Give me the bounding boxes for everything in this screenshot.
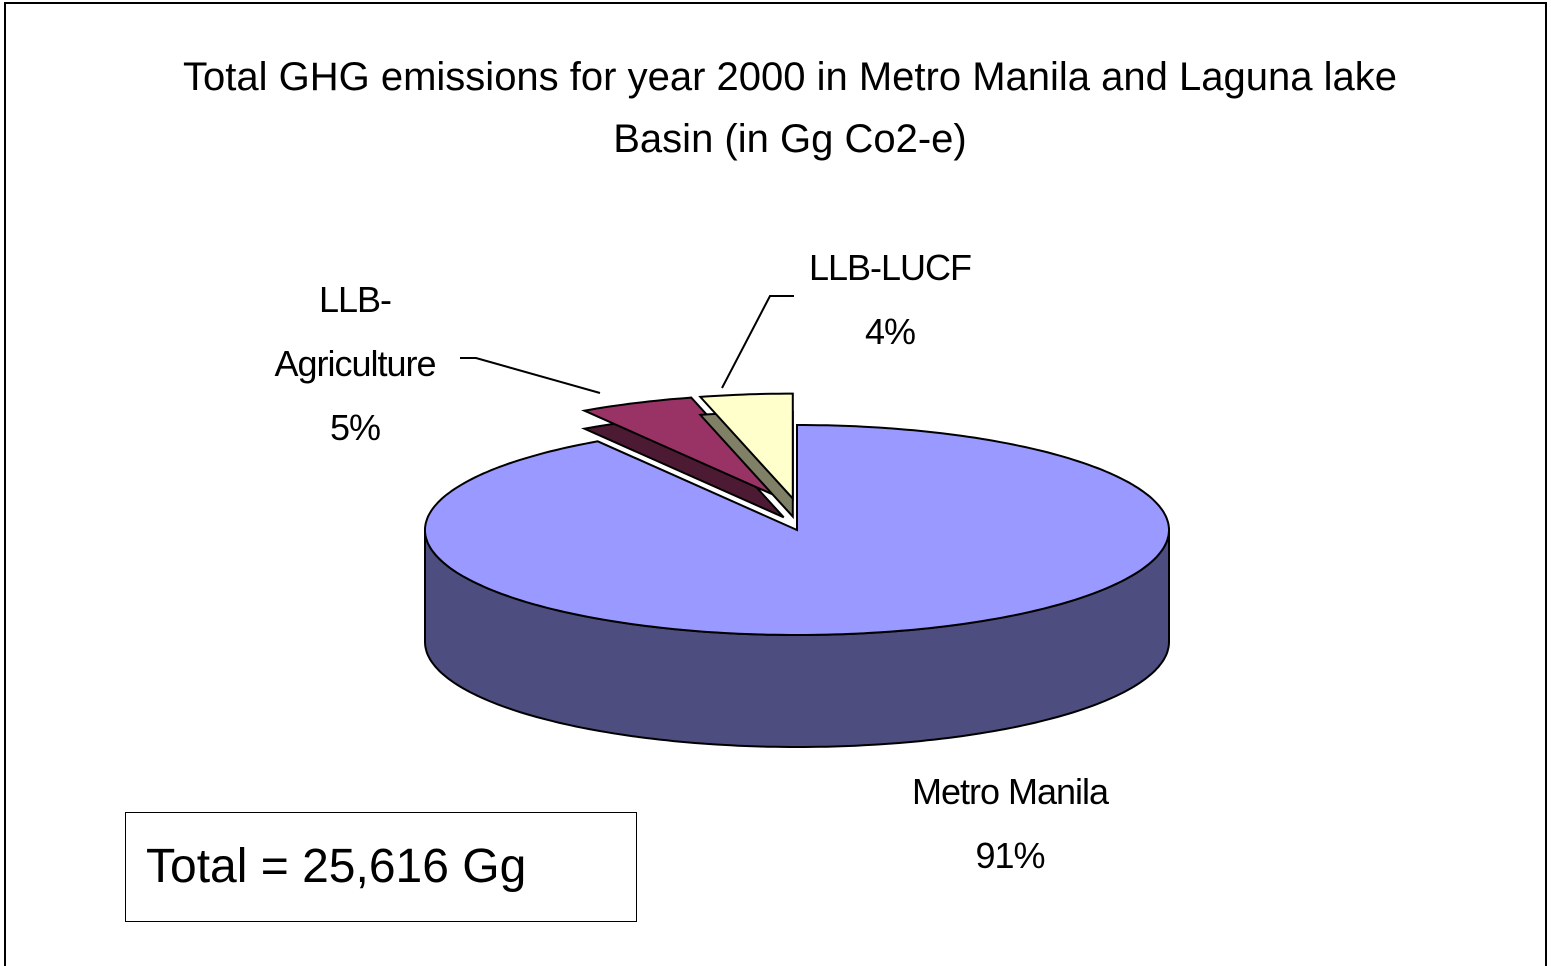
slice-top (698, 392, 794, 502)
category-label: LLB-LUCF (808, 247, 972, 288)
slice-label: LLB-Agriculture 5% (250, 268, 460, 460)
slice (581, 396, 785, 519)
slice-top (424, 424, 1170, 636)
slice-label: Metro Manila 91% (890, 760, 1130, 888)
leader-line (460, 357, 601, 394)
value-label: 91% (975, 835, 1045, 876)
leader-line (721, 295, 794, 389)
slice-top (581, 396, 785, 501)
value-label: 5% (329, 407, 381, 448)
category-label: LLB-Agriculture (274, 279, 436, 384)
chart-title: Total GHG emissions for year 2000 in Met… (183, 55, 1397, 161)
value-label: 4% (864, 311, 916, 352)
category-label: Metro Manila (911, 771, 1109, 812)
annotation: Total = 25,616 Gg (125, 812, 637, 922)
chart-frame (4, 2, 1547, 966)
slice-label: LLB-LUCF 4% (780, 236, 1000, 364)
slice (698, 392, 794, 520)
slice (424, 424, 1170, 748)
